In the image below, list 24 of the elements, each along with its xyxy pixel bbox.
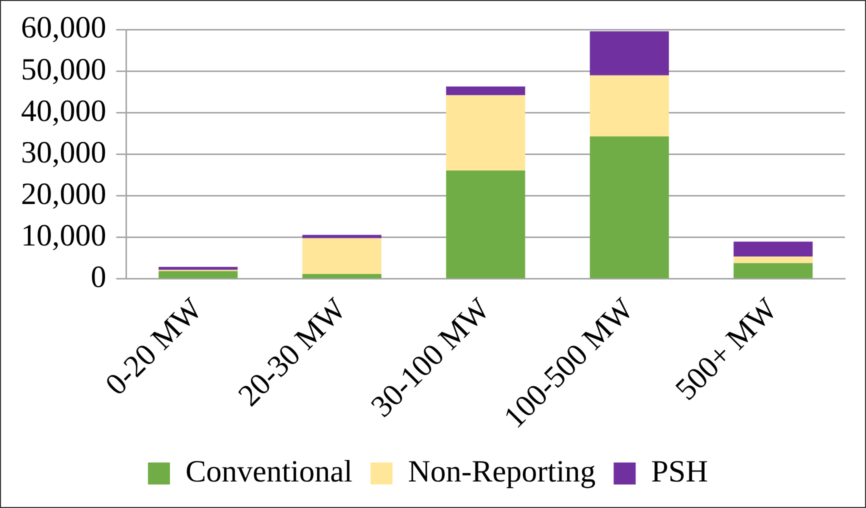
- bar: [590, 31, 669, 76]
- bar: [734, 263, 813, 278]
- bar: [734, 256, 813, 264]
- bar: [590, 75, 669, 136]
- y-tick-label: 10,000: [21, 218, 106, 253]
- y-tick-label: 60,000: [21, 10, 106, 45]
- y-tick-label: 40,000: [21, 92, 106, 128]
- bar: [590, 136, 669, 278]
- legend-label: Conventional: [185, 454, 352, 489]
- bar: [302, 274, 382, 278]
- legend-label: PSH: [651, 454, 708, 489]
- y-tick-label: 30,000: [21, 134, 106, 170]
- y-tick-label: 20,000: [21, 176, 106, 211]
- y-tick-label: 50,000: [21, 51, 106, 86]
- bar: [446, 95, 526, 170]
- bar: [734, 242, 813, 257]
- bar: [158, 271, 238, 278]
- bar: [302, 234, 382, 238]
- bar: [302, 238, 382, 274]
- x-tick-label: 500+ MW: [668, 290, 784, 407]
- bar: [446, 86, 526, 96]
- bar: [446, 170, 526, 278]
- bar: [158, 266, 238, 270]
- legend-label: Non-Reporting: [408, 454, 596, 489]
